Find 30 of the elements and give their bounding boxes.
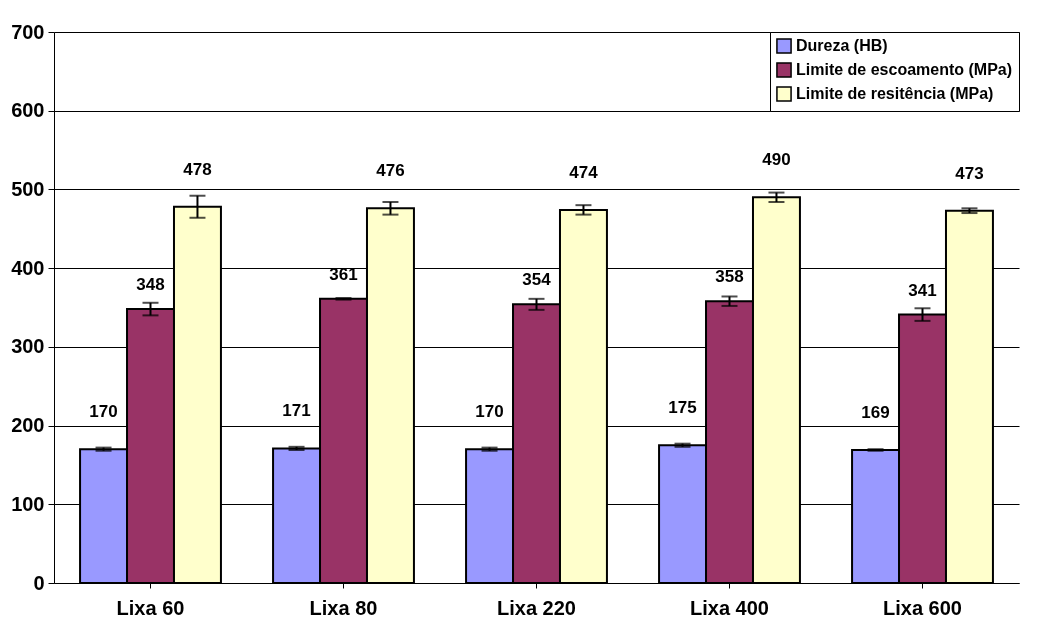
data-label: 170 — [475, 402, 504, 422]
data-label: 358 — [715, 267, 744, 287]
data-label: 169 — [861, 402, 890, 422]
data-label: 478 — [183, 159, 212, 179]
data-label: 348 — [136, 275, 165, 295]
y-tick-label: 100 — [11, 492, 45, 515]
x-tick-label: Lixa 80 — [309, 596, 378, 619]
data-label: 354 — [522, 270, 552, 290]
y-tick-label: 200 — [11, 414, 45, 437]
data-label: 473 — [955, 163, 984, 183]
x-tick-label: Lixa 220 — [497, 596, 576, 619]
y-tick-label: 600 — [11, 99, 45, 122]
x-tick-label: Lixa 60 — [116, 596, 185, 619]
data-label: 170 — [89, 402, 118, 422]
y-tick-label: 400 — [11, 256, 45, 279]
data-label: 476 — [376, 161, 405, 181]
data-label: 474 — [569, 162, 599, 182]
y-tick-label: 0 — [33, 571, 45, 594]
x-tick-label: Lixa 400 — [690, 596, 769, 619]
data-label: 341 — [908, 280, 937, 300]
data-label: 490 — [762, 150, 791, 170]
y-tick-label: 500 — [11, 177, 45, 200]
legend-label: Limite de resitência (MPa) — [796, 85, 994, 102]
legend-label: Limite de escoamento (MPa) — [796, 61, 1013, 78]
y-tick-label: 700 — [11, 20, 45, 43]
data-label: 175 — [668, 398, 697, 418]
y-tick-label: 300 — [11, 335, 45, 358]
x-tick-label: Lixa 600 — [883, 596, 962, 619]
data-label: 171 — [282, 401, 311, 421]
legend-label: Dureza (HB) — [796, 37, 888, 54]
